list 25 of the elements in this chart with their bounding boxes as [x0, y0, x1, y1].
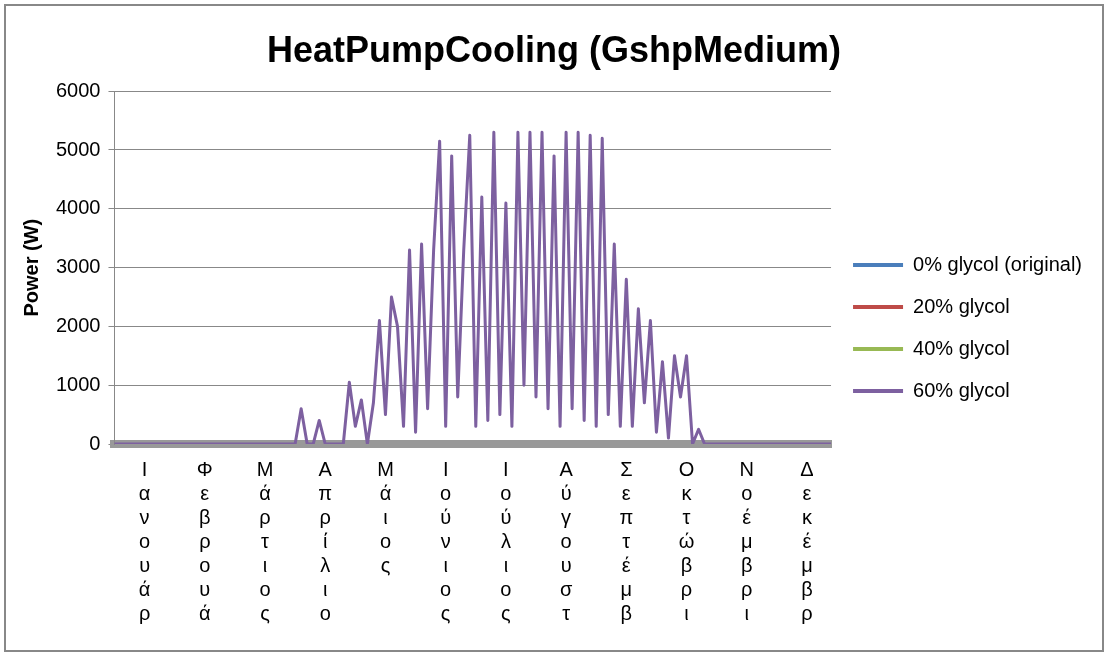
y-tick-label: 1000: [55, 372, 101, 395]
y-tick-label: 0: [89, 431, 101, 454]
x-tick-label: Μάρτιος: [256, 457, 274, 624]
x-tick-label: Ιούνιος: [440, 457, 452, 624]
y-tick-label: 5000: [55, 137, 101, 160]
x-tick-label: Ιούλιος: [500, 457, 512, 624]
x-tick-label: Ιανουάρ: [138, 457, 151, 624]
x-tick-label: Μάιος: [377, 457, 394, 576]
legend-label: 60% glycol: [913, 378, 1010, 401]
y-tick-label: 3000: [55, 255, 101, 278]
legend-label: 20% glycol: [913, 294, 1010, 317]
legend-label: 40% glycol: [913, 336, 1010, 359]
x-tick-label: Νοέμβρι: [739, 457, 754, 624]
x-tick-label: Δεκέμβρ: [800, 457, 814, 624]
y-tick-label: 2000: [55, 313, 101, 336]
legend-label: 0% glycol (original): [913, 252, 1083, 275]
x-tick-label: Απρίλιο: [318, 457, 333, 624]
x-tick-label: Αύγουστ: [559, 457, 574, 624]
x-tick-label: Σεπτέμβ: [619, 457, 634, 624]
chart-title: HeatPumpCooling (GshpMedium): [267, 28, 841, 70]
y-axis-title: Power (W): [19, 218, 42, 317]
x-tick-label: Φεβρουά: [196, 457, 213, 624]
x-tick-label: Οκτώβρι: [678, 457, 695, 624]
y-tick-label: 4000: [55, 196, 101, 219]
y-tick-label: 6000: [55, 78, 101, 101]
